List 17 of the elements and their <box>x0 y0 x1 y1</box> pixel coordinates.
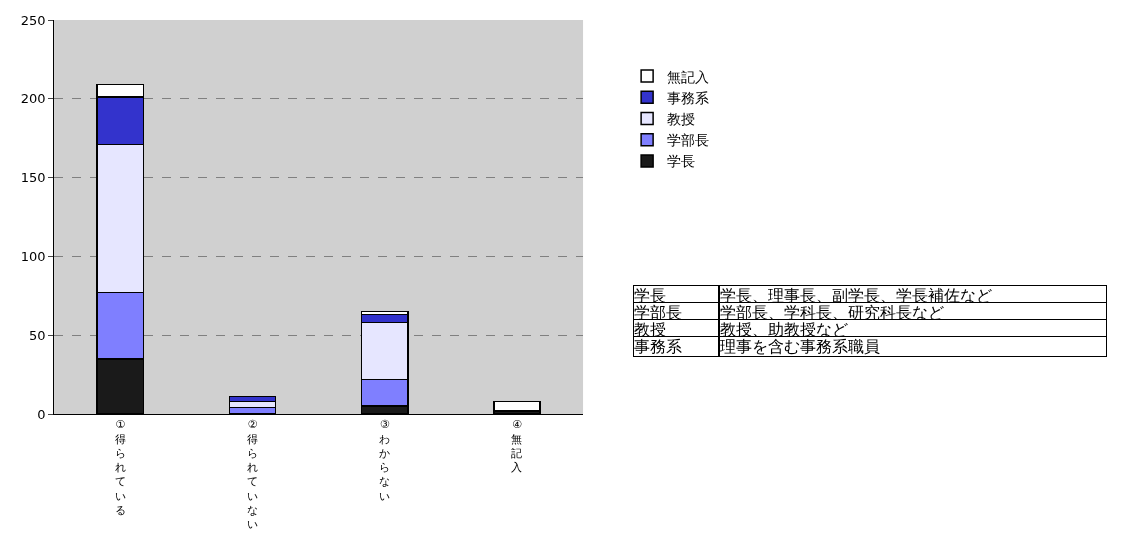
legend-label: 学部長 <box>667 132 710 149</box>
y-tick-label: 0 <box>37 406 46 422</box>
x-tick-label: ④無記入 <box>511 418 523 475</box>
legend-label: 学長 <box>667 153 696 170</box>
y-tick-label: 250 <box>20 12 46 28</box>
text: 理事を含む事務系職員 <box>720 337 880 356</box>
legend-label: 無記入 <box>667 68 710 85</box>
legend-label: 事務系 <box>667 89 710 106</box>
y-tick-label: 100 <box>20 248 46 264</box>
x-tick-label: ②得られていない <box>246 418 258 532</box>
x-tick-label: ①得られている <box>114 418 126 517</box>
y-tick-label: 50 <box>28 327 46 343</box>
legend-label: 教授 <box>667 110 696 127</box>
y-tick-label: 200 <box>20 91 46 107</box>
text: 事務系 <box>634 337 682 356</box>
x-tick-label: ③わからない <box>379 418 391 503</box>
y-tick-label: 150 <box>20 170 46 186</box>
